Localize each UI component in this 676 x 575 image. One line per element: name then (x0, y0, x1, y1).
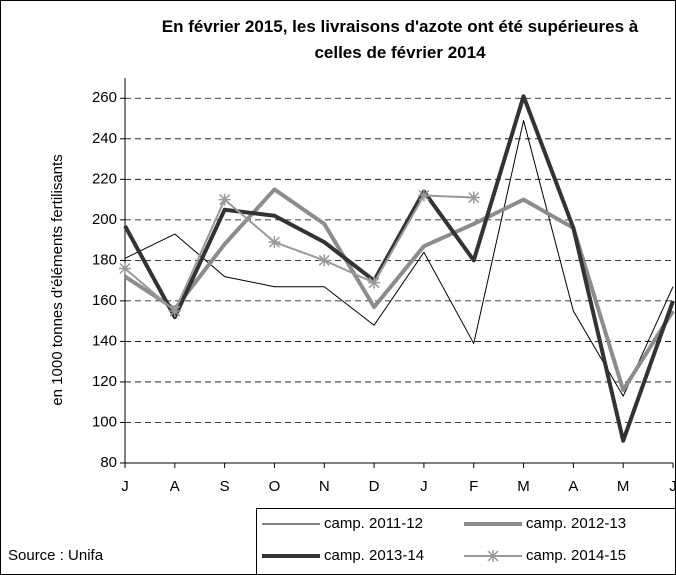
x-tick-label: N (319, 478, 330, 495)
legend-label: camp. 2011-12 (324, 515, 423, 532)
marker (119, 262, 131, 275)
y-tick-label: 200 (92, 211, 117, 228)
x-tick-label: A (568, 478, 578, 495)
x-tick-label: S (220, 478, 230, 495)
y-tick-label: 220 (92, 170, 117, 187)
x-tick-label: M (617, 478, 630, 495)
legend-label: camp. 2014-15 (526, 547, 626, 564)
y-tick-label: 100 (92, 413, 117, 430)
x-tick-label: M (517, 478, 530, 495)
source: Source : Unifa (8, 547, 104, 564)
y-tick-label: 160 (92, 292, 117, 309)
marker (168, 305, 181, 318)
x-tick-label: J (669, 478, 676, 495)
marker (268, 236, 281, 249)
y-tick-label: 80 (100, 454, 117, 471)
series-line (123, 94, 675, 443)
marker (368, 276, 381, 289)
y-tick-label: 140 (92, 332, 117, 349)
x-tick-label: J (420, 478, 428, 495)
chart-title: En février 2015, les livraisons d'azote … (161, 17, 639, 62)
series-line (124, 194, 474, 313)
y-tick-label: 120 (92, 373, 117, 390)
marker (487, 550, 499, 562)
x-tick-label: J (121, 478, 129, 495)
series-line (124, 120, 674, 397)
y-tick-label: 260 (92, 89, 117, 106)
x-tick-label: F (469, 478, 478, 495)
legend-label: camp. 2012-13 (526, 515, 626, 532)
legend (256, 508, 676, 575)
x-tick-label: D (369, 478, 380, 495)
marker (218, 193, 231, 206)
y-axis-label: en 1000 tonnes d'éléments fertilisants (49, 154, 66, 405)
x-tick-label: A (170, 478, 180, 495)
marker (467, 191, 480, 204)
marker (318, 254, 331, 267)
x-tick-label: O (269, 478, 281, 495)
legend-label: camp. 2013-14 (324, 547, 424, 564)
marker (417, 189, 430, 202)
y-tick-label: 180 (92, 251, 117, 268)
y-tick-label: 240 (92, 130, 117, 147)
